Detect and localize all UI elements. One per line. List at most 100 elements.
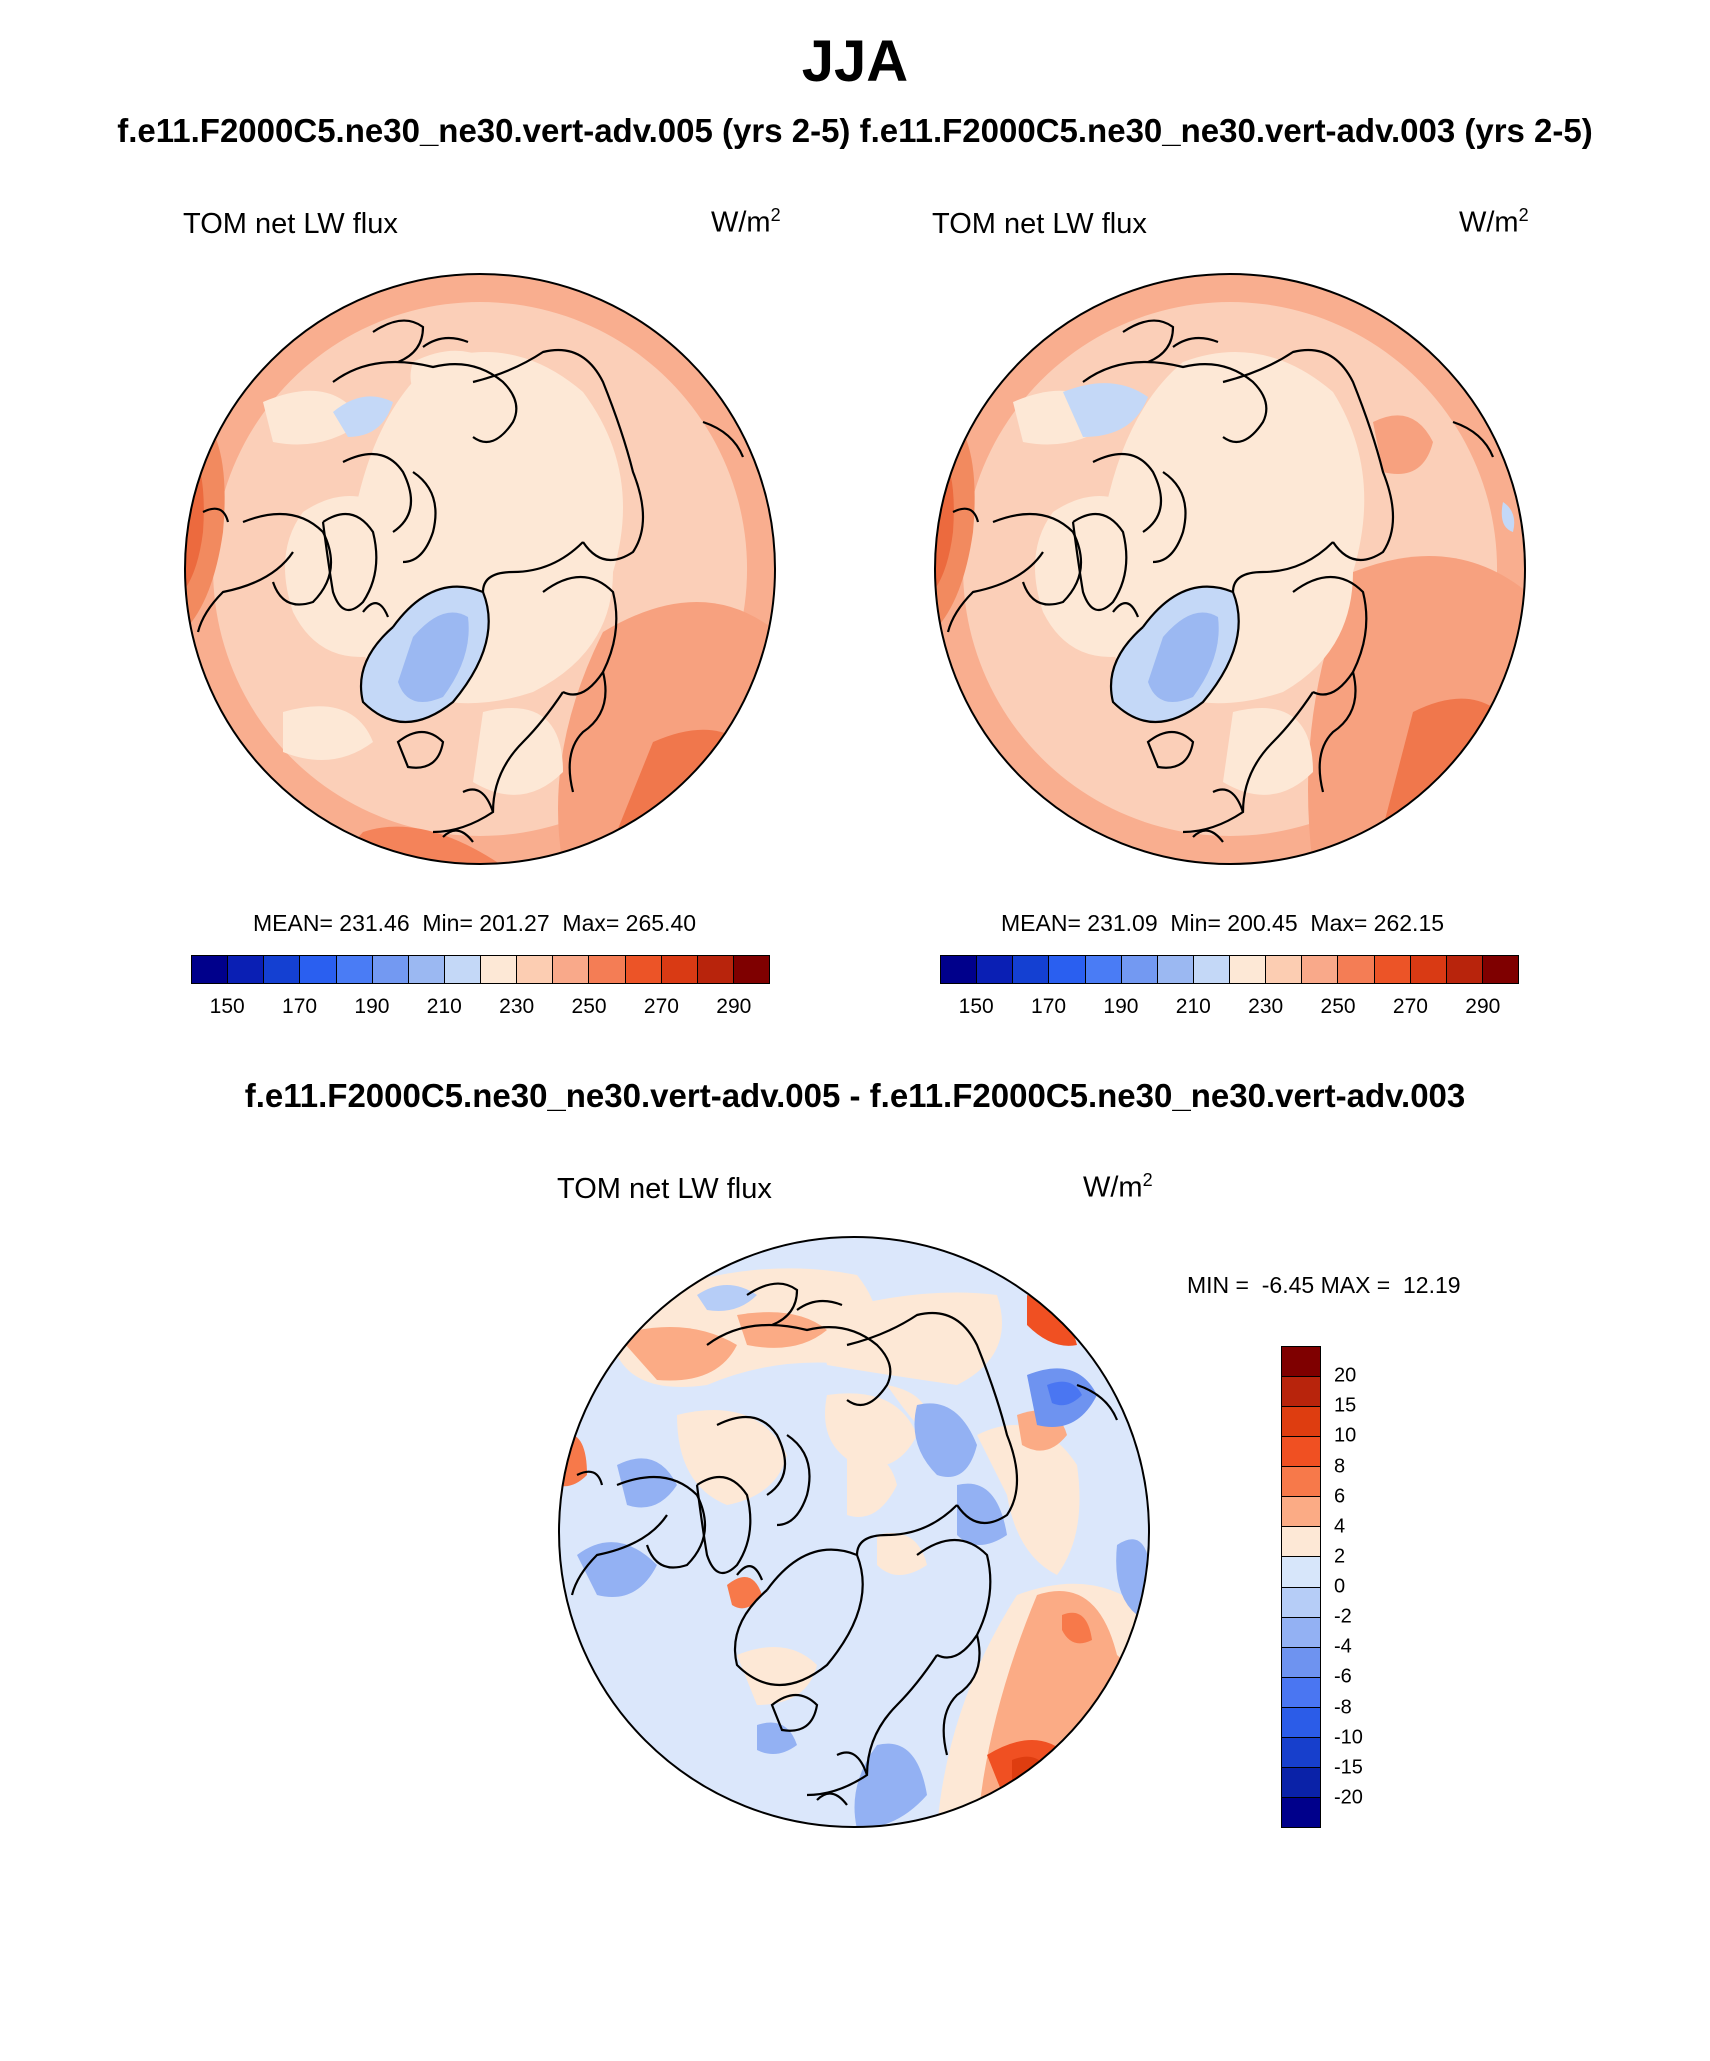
colorbar-tick-label: -4 xyxy=(1334,1635,1352,1658)
colorbar-swatch xyxy=(1013,956,1050,983)
colorbar-tick-label: 10 xyxy=(1334,1424,1357,1447)
panel2-polar-map xyxy=(934,273,1526,865)
colorbar-swatch xyxy=(1282,1527,1320,1558)
colorbar-tick-label: -15 xyxy=(1334,1756,1363,1779)
colorbar-tick-label: -6 xyxy=(1334,1665,1352,1688)
colorbar-tick-label: 8 xyxy=(1334,1455,1346,1477)
colorbar-swatch xyxy=(372,956,409,983)
colorbar-swatch xyxy=(264,956,301,983)
colorbar-tick-label: 270 xyxy=(643,995,679,1018)
colorbar-tick-label: 150 xyxy=(958,995,994,1018)
colorbar-swatch xyxy=(589,956,626,983)
panel2-units-label: W/m2 xyxy=(1459,205,1529,240)
diff-colorbar xyxy=(1281,1346,1321,1828)
colorbar-tick-label: 0 xyxy=(1334,1575,1346,1598)
colorbar-tick-label: 150 xyxy=(209,995,245,1018)
colorbar-tick-label: 15 xyxy=(1334,1394,1357,1417)
colorbar-swatch xyxy=(1446,956,1483,983)
colorbar-swatch xyxy=(336,956,373,983)
diff-polar-map xyxy=(558,1236,1150,1828)
diff-units-base: W/m xyxy=(1083,1171,1143,1204)
colorbar-swatch xyxy=(1302,956,1339,983)
colorbar-swatch xyxy=(300,956,337,983)
colorbar-tick-label: -2 xyxy=(1334,1605,1352,1628)
colorbar-tick-label: 190 xyxy=(1103,995,1139,1018)
panel2-units-sup: 2 xyxy=(1518,205,1529,225)
panel2-colorbar-labels: 150 170 190 210 230 250 270 290 xyxy=(940,995,1519,1025)
colorbar-swatch xyxy=(1085,956,1122,983)
colorbar-swatch xyxy=(408,956,445,983)
colorbar-swatch xyxy=(517,956,554,983)
colorbar-swatch xyxy=(1282,1587,1320,1618)
colorbar-swatch xyxy=(1282,1707,1320,1738)
colorbar-swatch xyxy=(697,956,734,983)
panel1-units-label: W/m2 xyxy=(711,205,781,240)
figure-title: JJA xyxy=(801,29,909,94)
colorbar-tick-label: 250 xyxy=(1320,995,1356,1018)
colorbar-swatch xyxy=(444,956,481,983)
colorbar-tick-label: -10 xyxy=(1334,1726,1363,1749)
panel2-colorbar xyxy=(940,955,1519,984)
colorbar-swatch xyxy=(1282,1497,1320,1528)
colorbar-swatch xyxy=(1282,1647,1320,1678)
difference-title: f.e11.F2000C5.ne30_ne30.vert-adv.005 - f… xyxy=(244,1077,1466,1114)
colorbar-tick-label: 290 xyxy=(716,995,752,1018)
colorbar-swatch xyxy=(1230,956,1267,983)
colorbar-tick-label: 250 xyxy=(571,995,607,1018)
colorbar-swatch xyxy=(1282,1677,1320,1708)
panel2-variable-label: TOM net LW flux xyxy=(932,208,1147,240)
colorbar-tick-label: 20 xyxy=(1334,1364,1357,1387)
diff-variable-label: TOM net LW flux xyxy=(557,1173,772,1205)
colorbar-swatch xyxy=(733,956,769,983)
panel1-units-base: W/m xyxy=(711,206,771,239)
colorbar-tick-label: 6 xyxy=(1334,1485,1346,1508)
colorbar-tick-label: 230 xyxy=(1248,995,1284,1018)
colorbar-swatch xyxy=(1282,1617,1320,1648)
colorbar-swatch xyxy=(1282,1377,1320,1408)
diff-min-max: MIN = -6.45 MAX = 12.19 xyxy=(1187,1272,1461,1298)
panel2-stats: MEAN= 231.09 Min= 200.45 Max= 262.15 xyxy=(1001,910,1445,936)
colorbar-swatch xyxy=(625,956,662,983)
colorbar-swatch xyxy=(228,956,265,983)
diff-units-sup: 2 xyxy=(1142,1170,1153,1190)
colorbar-tick-label: 290 xyxy=(1465,995,1501,1018)
colorbar-swatch xyxy=(661,956,698,983)
colorbar-swatch xyxy=(1193,956,1230,983)
colorbar-swatch xyxy=(941,956,978,983)
colorbar-swatch xyxy=(1282,1467,1320,1498)
panel1-colorbar-labels: 150 170 190 210 230 250 270 290 xyxy=(191,995,770,1025)
colorbar-swatch xyxy=(481,956,518,983)
colorbar-tick-label: 170 xyxy=(282,995,318,1018)
diff-units-label: W/m2 xyxy=(1083,1170,1153,1205)
colorbar-swatch xyxy=(1282,1437,1320,1468)
colorbar-tick-label: 170 xyxy=(1031,995,1067,1018)
colorbar-swatch xyxy=(192,956,229,983)
colorbar-swatch xyxy=(1374,956,1411,983)
colorbar-swatch xyxy=(1282,1767,1320,1798)
colorbar-tick-label: 210 xyxy=(426,995,462,1018)
panel1-polar-map xyxy=(184,273,776,865)
figure-subtitle: f.e11.F2000C5.ne30_ne30.vert-adv.005 (yr… xyxy=(117,112,1593,149)
diff-colorbar-labels: 20 15 10 8 6 4 2 0 -2 -4 -6 -8 -10 -15 -20 xyxy=(1334,1346,1394,1828)
colorbar-swatch xyxy=(1482,956,1518,983)
colorbar-tick-label: 4 xyxy=(1334,1515,1346,1538)
colorbar-swatch xyxy=(1282,1347,1320,1378)
colorbar-tick-label: 2 xyxy=(1334,1545,1346,1568)
colorbar-swatch xyxy=(1121,956,1158,983)
panel2-units-base: W/m xyxy=(1459,206,1519,239)
colorbar-swatch xyxy=(1282,1797,1320,1827)
colorbar-tick-label: 190 xyxy=(354,995,390,1018)
colorbar-swatch xyxy=(1410,956,1447,983)
colorbar-swatch xyxy=(1282,1407,1320,1438)
colorbar-swatch xyxy=(977,956,1014,983)
colorbar-tick-label: 270 xyxy=(1392,995,1428,1018)
colorbar-swatch xyxy=(1338,956,1375,983)
colorbar-tick-label: -20 xyxy=(1334,1786,1363,1809)
colorbar-tick-label: 210 xyxy=(1175,995,1211,1018)
colorbar-tick-label: 230 xyxy=(499,995,535,1018)
colorbar-tick-label: -8 xyxy=(1334,1696,1352,1718)
colorbar-swatch xyxy=(1282,1737,1320,1768)
panel1-units-sup: 2 xyxy=(770,205,781,225)
panel1-colorbar xyxy=(191,955,770,984)
colorbar-swatch xyxy=(1157,956,1194,983)
